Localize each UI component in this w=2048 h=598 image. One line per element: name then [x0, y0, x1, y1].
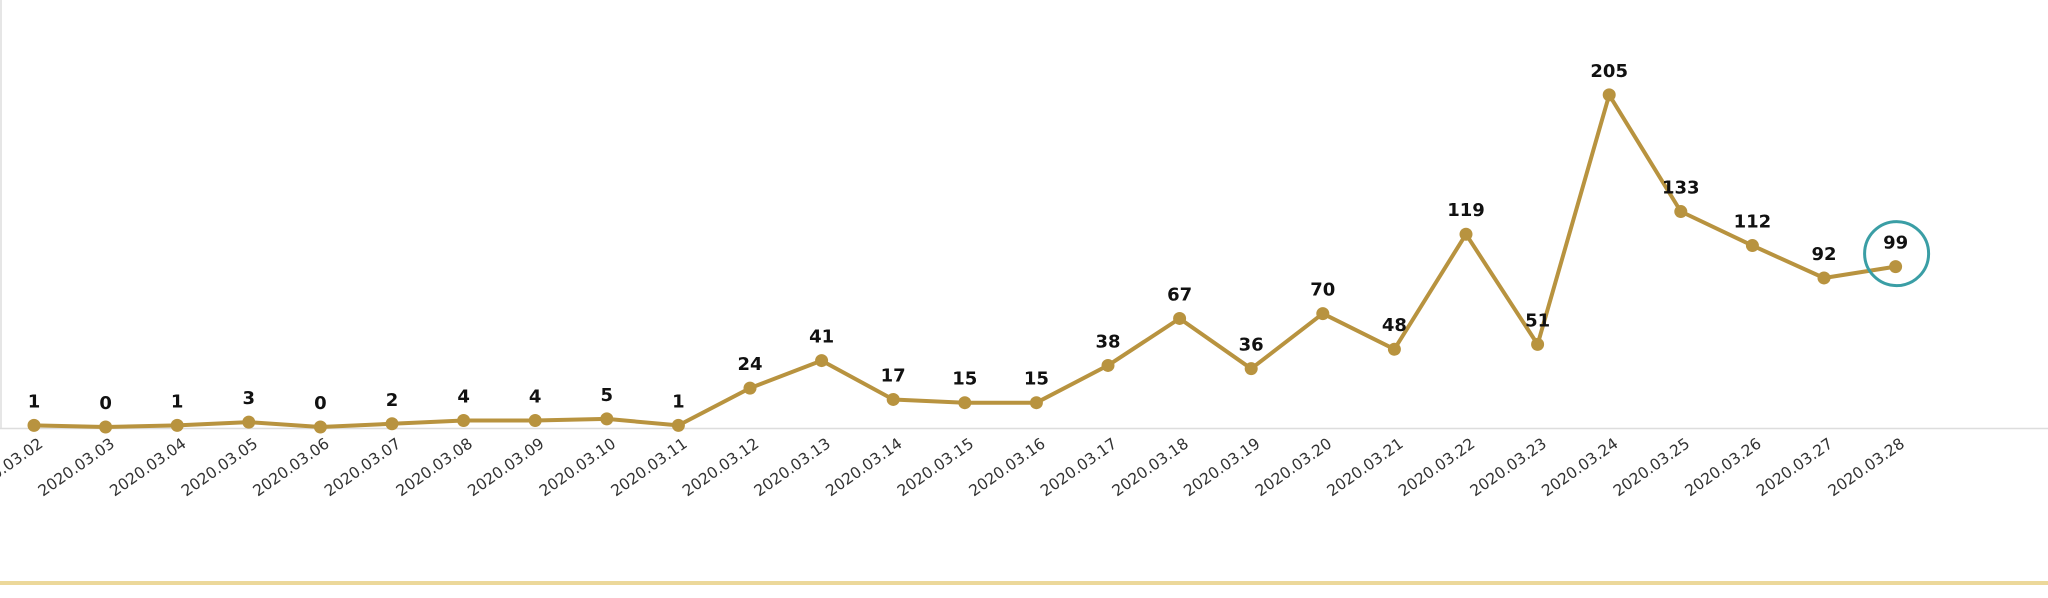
- data-point: [1817, 271, 1831, 285]
- value-label: 15: [1024, 369, 1049, 390]
- x-tick-label: 2020.03.25: [1610, 435, 1693, 501]
- x-tick-label: 2020.03.05: [178, 435, 261, 501]
- value-label: 1: [171, 391, 184, 412]
- value-label: 3: [243, 388, 256, 409]
- x-tick-label: 2020.03.24: [1538, 435, 1621, 501]
- data-point: [1602, 88, 1616, 102]
- highlight-circle: [1863, 220, 1931, 288]
- x-tick-label: 2020.03.03: [35, 435, 118, 501]
- data-point: [457, 414, 471, 428]
- data-point: [27, 418, 41, 432]
- x-tick-label: 2020.03.17: [1037, 435, 1120, 501]
- data-point: [815, 354, 829, 368]
- value-label: 92: [1811, 244, 1836, 265]
- value-label: 119: [1447, 200, 1485, 221]
- data-points: [27, 88, 1903, 434]
- data-point: [743, 381, 757, 395]
- x-tick-label: 2020.03.13: [751, 435, 834, 501]
- x-tick-label: 2020.03.18: [1109, 435, 1192, 501]
- x-tick-label: 2020.03.22: [1395, 435, 1478, 501]
- data-point: [385, 417, 399, 431]
- x-tick-label: 2020.03.11: [608, 435, 691, 501]
- data-point: [600, 412, 614, 426]
- data-point: [242, 415, 256, 429]
- value-label: 4: [529, 387, 542, 408]
- data-point: [170, 418, 184, 432]
- value-label: 5: [601, 385, 614, 406]
- value-label: 15: [952, 369, 977, 390]
- value-label: 24: [737, 354, 762, 375]
- data-point: [1101, 358, 1115, 372]
- value-label: 48: [1382, 315, 1407, 336]
- x-tick-labels: 2020.03.022020.03.032020.03.042020.03.05…: [0, 435, 1908, 501]
- value-label: 1: [28, 391, 41, 412]
- data-point: [528, 414, 542, 428]
- data-point: [1459, 227, 1473, 241]
- x-tick-label: 2020.03.04: [106, 435, 189, 501]
- x-tick-label: 2020.03.14: [822, 435, 905, 501]
- x-tick-label: 2020.03.26: [1682, 435, 1765, 501]
- data-point: [671, 418, 685, 432]
- x-tick-label: 2020.03.10: [536, 435, 619, 501]
- value-label: 2: [386, 390, 399, 411]
- value-label: 38: [1095, 331, 1120, 352]
- data-point: [1889, 260, 1903, 274]
- x-tick-label: 2020.03.27: [1753, 435, 1836, 501]
- value-label: 0: [99, 393, 112, 414]
- value-label: 1: [672, 391, 685, 412]
- x-tick-label: 2020.03.09: [464, 435, 547, 501]
- data-point: [1244, 362, 1258, 376]
- value-label: 36: [1239, 335, 1264, 356]
- value-label: 17: [881, 365, 906, 386]
- bottom-rule: [0, 581, 2048, 585]
- value-label: 51: [1525, 310, 1550, 331]
- x-tick-label: 2020.03.06: [250, 435, 333, 501]
- x-tick-label: 2020.03.20: [1252, 435, 1335, 501]
- value-label: 112: [1734, 212, 1772, 233]
- data-point: [886, 392, 900, 406]
- data-point: [1173, 311, 1187, 325]
- value-label: 41: [809, 327, 834, 348]
- data-point: [1674, 205, 1688, 219]
- value-label: 0: [314, 393, 327, 414]
- x-tick-label: 2020.03.08: [393, 435, 476, 501]
- value-label: 133: [1662, 178, 1700, 199]
- data-point: [99, 420, 113, 434]
- x-tick-label: 2020.03.21: [1324, 435, 1407, 501]
- x-tick-label: 2020.03.12: [679, 435, 762, 501]
- x-tick-label: 2020.03.19: [1180, 435, 1263, 501]
- x-tick-label: 2020.03.16: [966, 435, 1049, 501]
- x-tick-label: 2020.03.23: [1467, 435, 1550, 501]
- data-point: [1387, 342, 1401, 356]
- x-tick-label: 2020.03.28: [1825, 435, 1908, 501]
- value-label: 99: [1883, 233, 1908, 254]
- x-tick-label: 2020.03.07: [321, 435, 404, 501]
- data-point: [313, 420, 327, 434]
- data-point: [1745, 239, 1759, 253]
- data-point: [1029, 396, 1043, 410]
- value-label: 205: [1590, 61, 1628, 82]
- data-point: [958, 396, 972, 410]
- x-tick-label: 2020.03.15: [894, 435, 977, 501]
- data-point: [1531, 337, 1545, 351]
- value-label: 4: [457, 387, 470, 408]
- value-label: 70: [1310, 280, 1335, 301]
- data-point: [1316, 307, 1330, 321]
- value-label: 67: [1167, 284, 1192, 305]
